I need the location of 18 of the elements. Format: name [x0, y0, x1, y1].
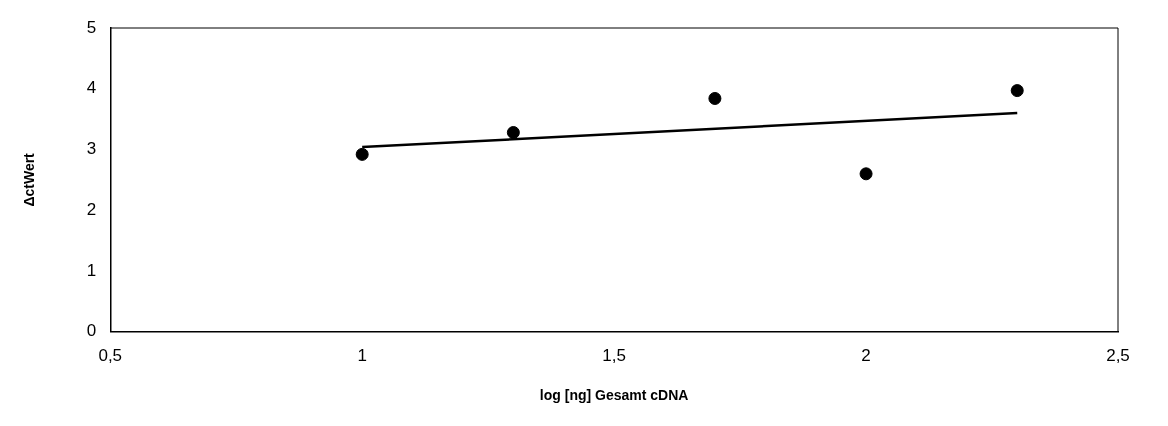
x-tick-label: 0,5	[98, 345, 123, 365]
point	[708, 91, 722, 105]
y-tick-label: 5	[86, 17, 97, 37]
x-tick-label: 1,5	[602, 345, 626, 365]
x-axis-title: log [ng] Gesamt cDNA	[539, 387, 689, 404]
point	[1010, 84, 1024, 98]
point	[859, 167, 873, 181]
x-tick-label: 2,5	[1106, 345, 1130, 365]
x-tick-label: 2	[861, 345, 871, 365]
y-tick-label: 4	[86, 78, 97, 98]
x-tick-label: 1	[357, 345, 367, 365]
point	[506, 126, 520, 140]
y-axis-title: ΔctWert	[21, 152, 38, 207]
point	[355, 147, 369, 161]
y-tick-label: 3	[86, 139, 97, 159]
y-tick-label: 0	[86, 321, 97, 341]
y-tick-label: 1	[86, 260, 97, 280]
y-tick-label: 2	[86, 199, 97, 219]
